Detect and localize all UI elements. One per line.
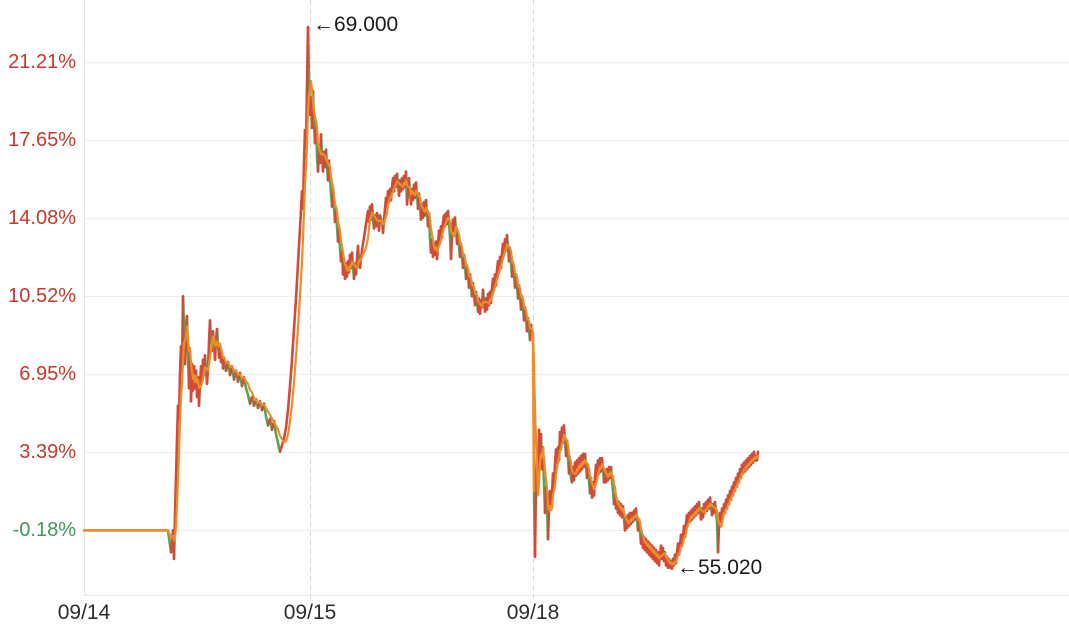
y-axis-tick-label: 10.52%	[8, 284, 76, 307]
x-axis-date-label: 09/14	[57, 601, 111, 624]
y-gridline	[85, 374, 1069, 375]
y-gridline	[85, 140, 1069, 141]
x-axis-date-label: 09/18	[506, 601, 560, 624]
y-axis-tick-label: 17.65%	[8, 128, 76, 151]
plot-left-border	[84, 0, 85, 595]
day-boundary-dashed-line	[310, 0, 311, 599]
y-gridline	[85, 296, 1069, 297]
day-boundary-dashed-line	[533, 0, 534, 599]
y-axis-tick-label: 6.95%	[19, 362, 76, 385]
low-price-annotation: ←55.020	[677, 556, 763, 579]
y-gridline	[85, 218, 1069, 219]
y-axis-tick-label: -0.18%	[12, 518, 76, 541]
x-axis-date-label: 09/15	[283, 601, 337, 624]
plot-bottom-border	[84, 595, 1069, 596]
y-axis-tick-label: 21.21%	[8, 51, 76, 73]
y-gridline	[85, 530, 1069, 531]
high-price-annotation: ←69.000	[313, 13, 399, 36]
average-price-line	[82, 79, 760, 566]
y-axis-tick-label: 14.08%	[8, 206, 76, 229]
y-axis-tick-label: 3.39%	[19, 440, 76, 463]
y-gridline	[85, 62, 1069, 63]
y-gridline	[85, 452, 1069, 453]
